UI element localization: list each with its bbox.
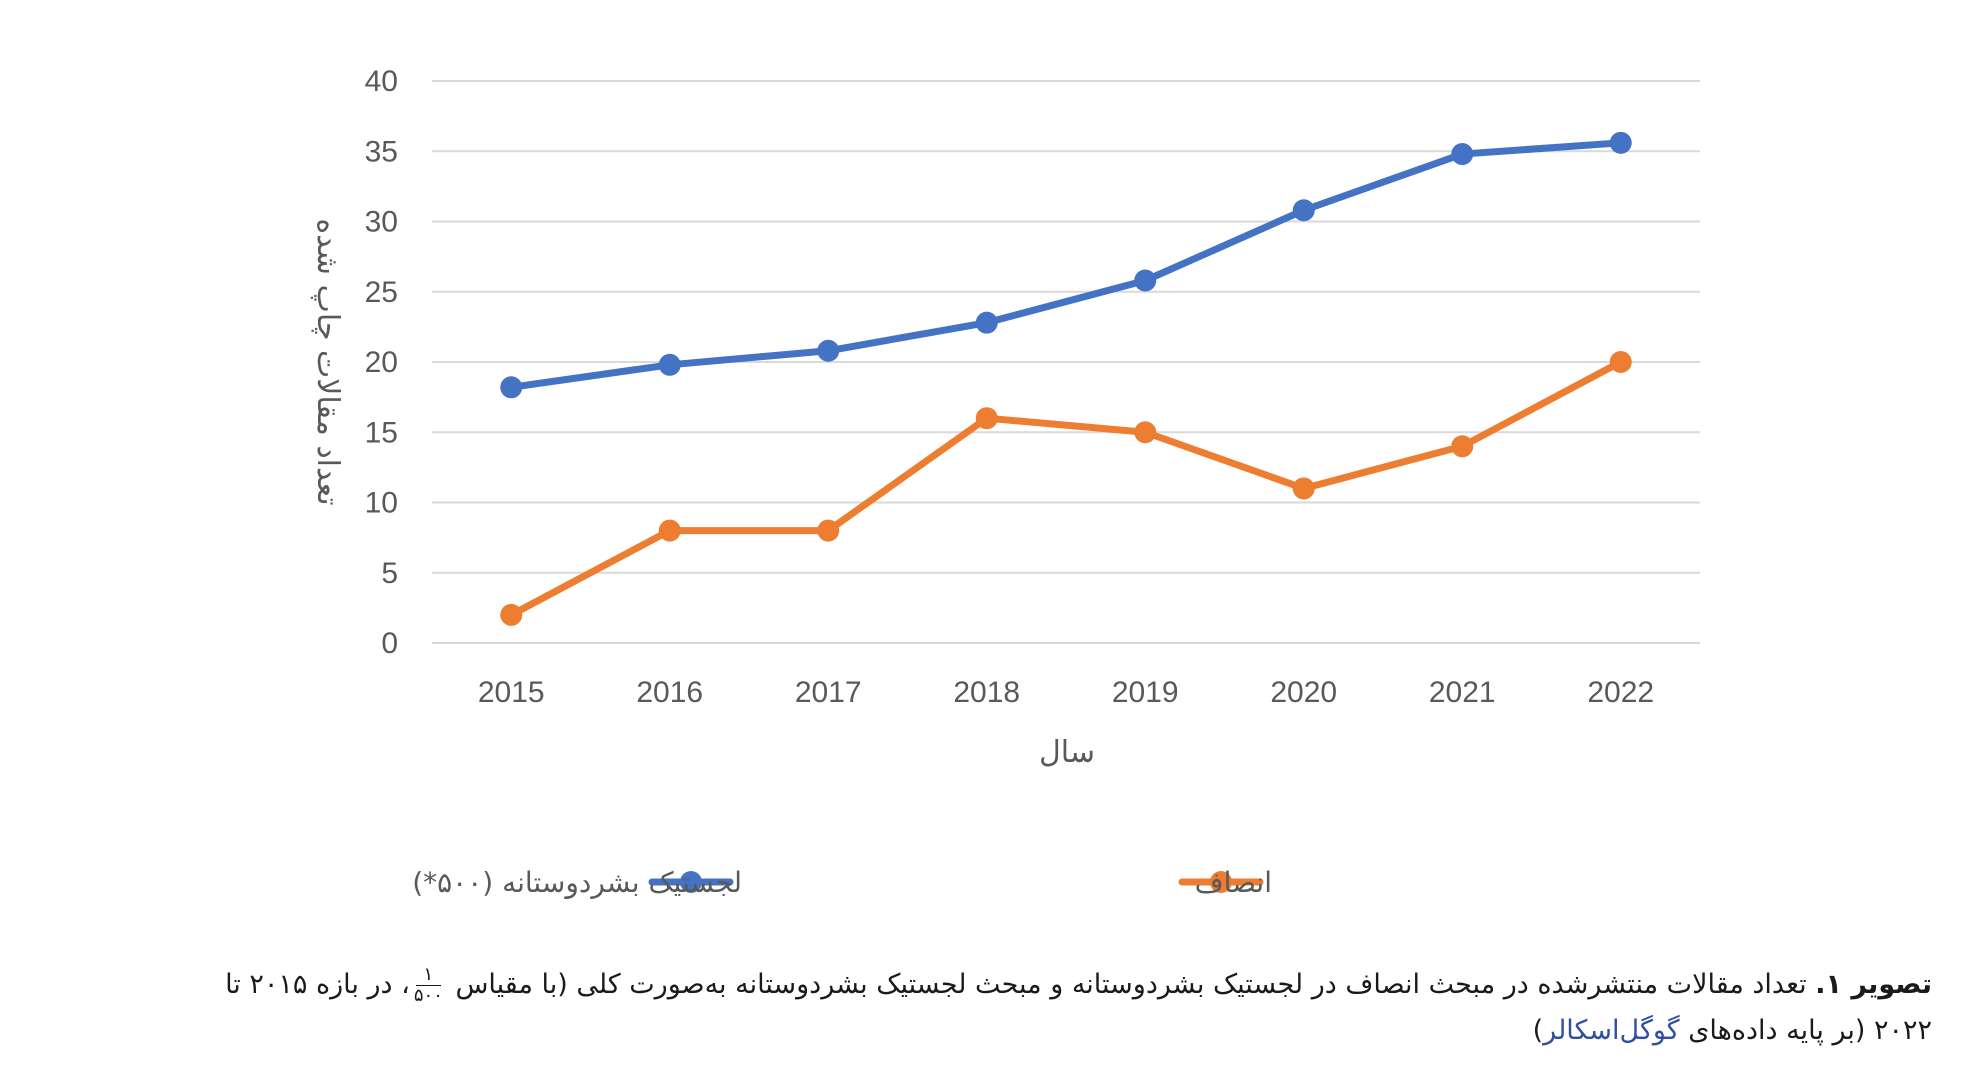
figure-caption: تصویر ۱. تعداد مقالات منتشرشده در مبحث ا… — [32, 962, 1932, 1054]
x-tick-label: 2021 — [1429, 676, 1496, 709]
x-tick-label: 2016 — [636, 676, 703, 709]
x-tick-label: 2022 — [1587, 676, 1654, 709]
y-axis-title: تعداد مقالات چاپ شده — [310, 218, 345, 505]
series-0-point — [817, 339, 840, 362]
x-tick-label: 2020 — [1270, 676, 1337, 709]
y-tick-label: 15 — [365, 416, 398, 449]
x-tick-label: 2019 — [1112, 676, 1179, 709]
y-tick-label: 30 — [365, 206, 398, 239]
google-scholar-link[interactable]: گوگل‌اسکالر — [1543, 1015, 1680, 1046]
legend-marker-1 — [1210, 871, 1232, 893]
gridlines — [432, 80, 1700, 644]
fraction-denominator: ۵۰۰ — [413, 985, 443, 1006]
series-1-point — [500, 603, 523, 626]
x-tick-label: 2017 — [795, 676, 862, 709]
series-1-point — [1451, 435, 1474, 458]
legend-label-0: لجستیک بشردوستانه (۵۰۰*) — [412, 866, 742, 899]
series-1-point — [817, 519, 840, 542]
series-0-point — [658, 353, 681, 376]
series-0-point — [1451, 143, 1474, 166]
y-tick-label: 5 — [381, 557, 398, 590]
caption-label: تصویر ۱. — [1815, 969, 1932, 1000]
series-0-point — [1609, 131, 1632, 154]
caption-line2-part1: ۲۰۲۲ (بر پایه داده‌های — [1688, 1015, 1932, 1046]
series-1-point — [1609, 351, 1632, 373]
legend: لجستیک بشردوستانه (۵۰۰*) انصاف — [412, 866, 1272, 899]
y-axis-ticks: 0 5 10 15 20 25 30 35 40 — [365, 65, 398, 660]
y-tick-label: 0 — [381, 627, 398, 660]
x-tick-label: 2015 — [478, 676, 545, 709]
series-1-point — [1292, 477, 1315, 500]
x-axis-title: سال — [1039, 735, 1095, 770]
y-tick-label: 35 — [365, 135, 398, 168]
line-chart: 0 5 10 15 20 25 30 35 40 2015 2016 2017 2018 2019 202… — [310, 65, 1700, 899]
series-0-point — [975, 311, 998, 334]
series-0-point — [1292, 199, 1315, 222]
fraction-numerator: ۱ — [415, 965, 442, 986]
series-0-point — [500, 376, 523, 399]
series-1-point — [658, 519, 681, 542]
series-line-1 — [507, 358, 1625, 619]
series-0-point — [1134, 269, 1157, 292]
caption-text-part1: تعداد مقالات منتشرشده در مبحث انصاف در ل… — [455, 969, 1807, 1000]
x-tick-label: 2018 — [953, 676, 1020, 709]
y-tick-label: 40 — [365, 65, 398, 98]
series-line-0 — [507, 139, 1625, 391]
scale-fraction: ۱ ۵۰۰ — [414, 965, 443, 1006]
legend-marker-0 — [680, 871, 702, 893]
series-1-point — [1134, 421, 1157, 444]
caption-text-part2: ، در بازه ۲۰۱۵ تا — [225, 969, 410, 1000]
y-tick-label: 20 — [365, 346, 398, 379]
legend-label-1: انصاف — [1195, 866, 1272, 899]
series-group — [500, 131, 1632, 626]
series-1-point — [975, 407, 998, 430]
caption-line2-part2: ) — [1532, 1015, 1544, 1046]
y-tick-label: 10 — [365, 487, 398, 520]
x-axis-ticks: 2015 2016 2017 2018 2019 2020 2021 2022 — [478, 676, 1654, 709]
y-tick-label: 25 — [365, 276, 398, 309]
